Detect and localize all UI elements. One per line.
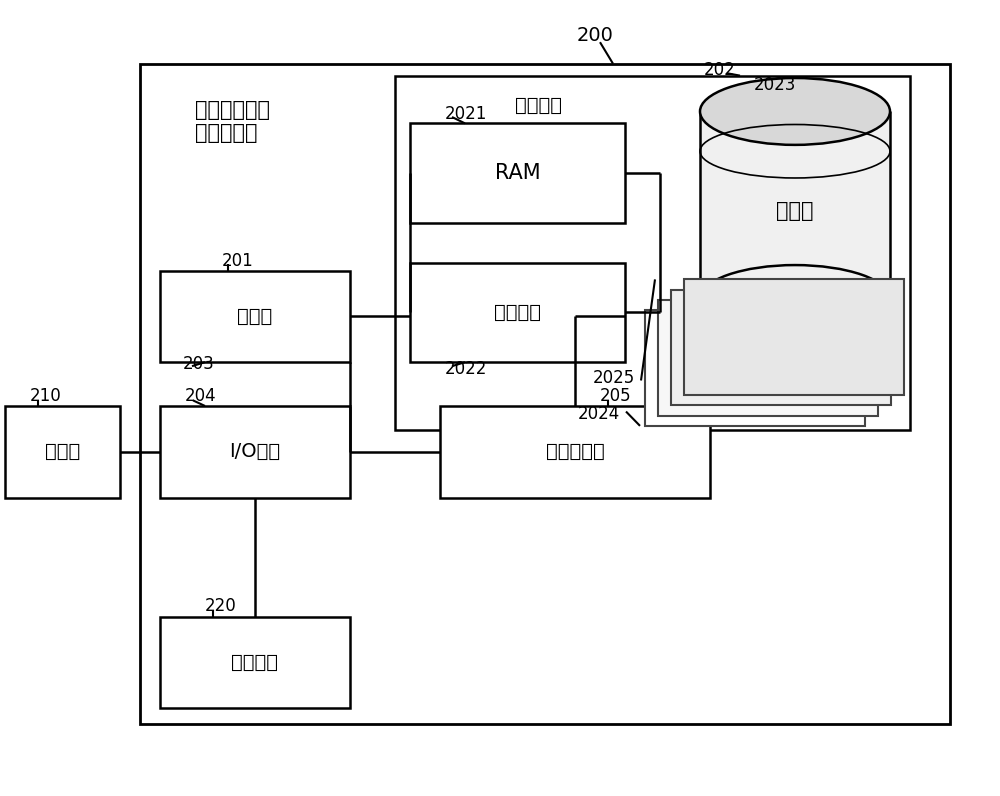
Ellipse shape [700, 78, 890, 145]
Text: 200: 200 [577, 26, 613, 45]
Text: 存储器: 存储器 [776, 201, 814, 221]
Text: 204: 204 [185, 388, 217, 405]
FancyBboxPatch shape [684, 279, 904, 395]
Text: 201: 201 [222, 252, 254, 270]
Text: 210: 210 [30, 388, 62, 405]
Text: 2025: 2025 [593, 369, 635, 387]
FancyBboxPatch shape [160, 617, 350, 708]
Text: 存储系统: 存储系统 [515, 96, 562, 115]
Bar [700, 111, 890, 298]
Text: 203: 203 [183, 355, 215, 373]
FancyBboxPatch shape [410, 263, 625, 362]
Text: 网络适配器: 网络适配器 [546, 443, 604, 461]
FancyBboxPatch shape [160, 271, 350, 362]
FancyBboxPatch shape [671, 290, 891, 405]
FancyBboxPatch shape [5, 406, 120, 498]
Text: 202: 202 [704, 61, 736, 79]
Text: 高速缓存: 高速缓存 [494, 303, 541, 322]
Text: 2023: 2023 [754, 76, 796, 94]
FancyBboxPatch shape [140, 64, 950, 724]
Text: 车辆涂胶的信
息标记设备: 车辆涂胶的信 息标记设备 [195, 100, 270, 142]
Text: 处理器: 处理器 [237, 307, 273, 326]
Text: 显示器: 显示器 [45, 443, 80, 461]
Text: 2021: 2021 [445, 105, 487, 123]
FancyBboxPatch shape [658, 300, 878, 416]
Text: I/O接口: I/O接口 [229, 443, 281, 461]
FancyBboxPatch shape [410, 123, 625, 223]
Text: 外部设备: 外部设备 [232, 654, 278, 672]
Text: 220: 220 [205, 597, 237, 615]
FancyBboxPatch shape [440, 406, 710, 498]
Text: 205: 205 [600, 388, 632, 405]
Text: RAM: RAM [495, 163, 540, 183]
Ellipse shape [700, 265, 890, 332]
Text: 2022: 2022 [445, 360, 487, 377]
Text: 2024: 2024 [578, 405, 620, 423]
FancyBboxPatch shape [645, 310, 865, 426]
FancyBboxPatch shape [395, 76, 910, 430]
FancyBboxPatch shape [160, 406, 350, 498]
